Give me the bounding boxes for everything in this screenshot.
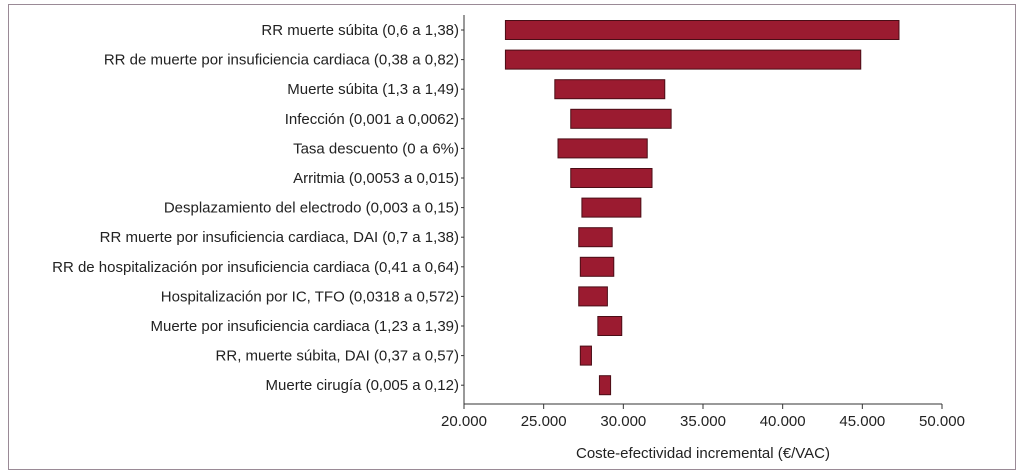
category-label-13: Muerte cirugía (0,005 a 0,12)	[266, 377, 459, 394]
bar-5	[557, 138, 648, 159]
bar-8	[578, 227, 613, 248]
bar-1	[504, 20, 900, 40]
bars-group	[504, 20, 900, 396]
bar-11	[597, 316, 623, 336]
bar-12	[579, 345, 592, 366]
category-label-11: Muerte por insuficiencia cardiaca (1,23 …	[151, 318, 460, 335]
category-label-2: RR de muerte por insuficiencia cardiaca …	[104, 52, 459, 69]
category-labels-group: RR muerte súbita (0,6 a 1,38) RR de muert…	[52, 22, 464, 394]
category-label-5: Tasa descuento (0 a 6%)	[293, 140, 459, 157]
x-ticks-group: 20.000 25.000 30.000 35.000 40.000 45.000 50.0…	[441, 404, 965, 430]
x-axis-title: Coste-efectividad incremental (€/VAC)	[576, 445, 830, 462]
x-tick-label-4: 35.000	[680, 413, 726, 430]
category-label-9: RR de hospitalización por insuficiencia …	[52, 259, 459, 276]
bar-13	[598, 375, 612, 396]
bar-7	[581, 197, 642, 218]
category-label-7: Desplazamiento del electrodo (0,003 a 0,…	[164, 200, 459, 217]
x-tick-label-2: 25.000	[521, 413, 567, 430]
chart-frame: RR muerte súbita (0,6 a 1,38) RR de muert…	[8, 4, 1016, 470]
tornado-chart: RR muerte súbita (0,6 a 1,38) RR de muert…	[52, 15, 965, 462]
bar-3	[554, 79, 666, 100]
x-tick-label-1: 20.000	[441, 413, 487, 430]
x-tick-label-3: 30.000	[600, 413, 646, 430]
category-label-3: Muerte súbita (1,3 a 1,49)	[287, 81, 459, 98]
category-label-12: RR, muerte súbita, DAI (0,37 a 0,57)	[216, 348, 459, 365]
bar-9	[579, 256, 615, 277]
bar-10	[578, 286, 608, 307]
x-tick-label-6: 45.000	[839, 413, 885, 430]
bar-6	[570, 168, 653, 188]
category-label-1: RR muerte súbita (0,6 a 1,38)	[261, 22, 459, 39]
category-label-8: RR muerte por insuficiencia cardiaca, DA…	[100, 229, 459, 246]
x-axis	[463, 15, 942, 405]
category-label-6: Arritmia (0,0053 a 0,015)	[293, 170, 459, 187]
category-label-4: Infección (0,001 a 0,0062)	[285, 111, 459, 128]
category-label-10: Hospitalización por IC, TFO (0,0318 a 0,…	[161, 288, 459, 305]
bar-4	[570, 108, 672, 129]
x-tick-label-5: 40.000	[760, 413, 806, 430]
x-tick-label-7: 50.000	[919, 413, 965, 430]
bar-2	[504, 49, 862, 70]
